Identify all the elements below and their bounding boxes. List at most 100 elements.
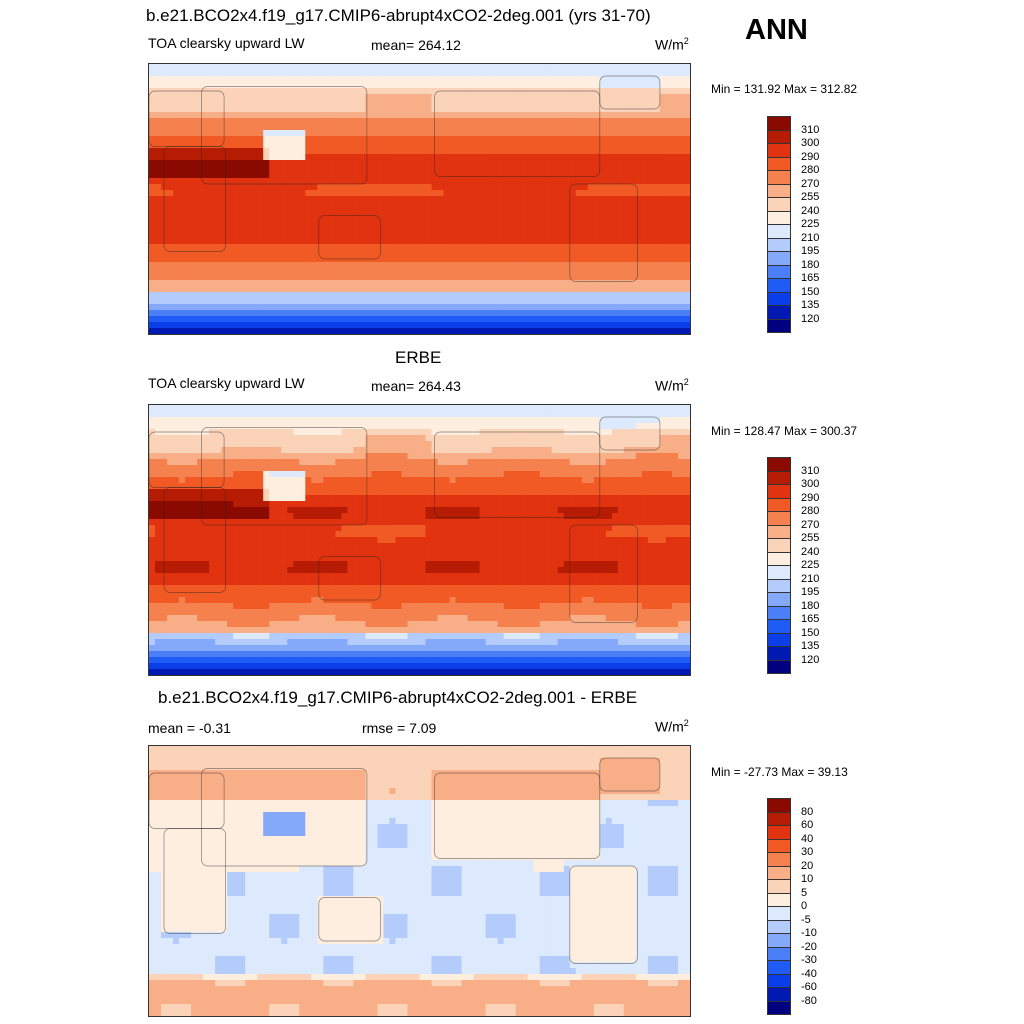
field-cell <box>179 316 186 323</box>
field-cell <box>521 304 529 311</box>
field-cell <box>569 184 577 191</box>
field-cell <box>197 262 204 269</box>
field-cell <box>263 238 270 245</box>
field-cell <box>491 172 499 179</box>
field-cell <box>413 238 421 245</box>
field-cell <box>647 453 655 460</box>
field-cell <box>179 405 186 412</box>
field-cell <box>611 274 619 281</box>
field-cell <box>389 280 397 287</box>
field-cell <box>443 166 451 173</box>
field-cell <box>623 184 631 191</box>
field-cell <box>575 459 583 466</box>
field-cell <box>377 88 385 95</box>
field-cell <box>377 274 385 281</box>
field-cell <box>347 435 354 442</box>
field-cell <box>575 435 583 442</box>
field-cell <box>167 220 174 227</box>
field-cell <box>191 274 198 281</box>
field-cell <box>251 136 258 143</box>
field-cell <box>209 286 216 293</box>
field-cell <box>203 124 210 131</box>
field-cell <box>221 316 228 323</box>
field-cell <box>473 262 481 269</box>
field-cell <box>251 262 258 269</box>
field-cell <box>305 76 312 83</box>
field-cell <box>197 148 204 155</box>
field-cell <box>227 100 234 107</box>
field-cell <box>497 244 505 251</box>
field-cell <box>287 142 294 149</box>
field-cell <box>293 184 300 191</box>
field-cell <box>221 304 228 311</box>
field-cell <box>185 441 192 448</box>
field-cell <box>179 106 186 113</box>
field-cell <box>353 100 360 107</box>
field-cell <box>257 417 264 424</box>
field-cell <box>473 64 481 71</box>
field-cell <box>353 142 360 149</box>
field-cell <box>365 112 373 119</box>
field-cell <box>641 112 649 119</box>
field-cell <box>425 112 433 119</box>
field-cell <box>503 238 511 245</box>
field-cell <box>311 292 318 299</box>
field-cell <box>635 214 643 221</box>
field-cell <box>365 100 373 107</box>
field-cell <box>557 82 565 89</box>
field-cell <box>641 130 649 137</box>
field-cell <box>197 417 204 424</box>
field-cell <box>299 166 306 173</box>
field-cell <box>425 118 433 125</box>
field-cell <box>413 160 421 167</box>
field-cell <box>683 298 690 305</box>
field-cell <box>413 70 421 77</box>
field-cell <box>557 447 565 454</box>
field-cell <box>293 268 300 275</box>
field-cell <box>401 94 409 101</box>
field-cell <box>563 280 571 287</box>
field-cell <box>425 274 433 281</box>
field-cell <box>671 268 679 275</box>
field-cell <box>215 238 222 245</box>
field-cell <box>287 328 294 334</box>
field-cell <box>305 298 312 305</box>
field-cell <box>539 190 547 197</box>
field-cell <box>203 280 210 287</box>
field-cell <box>581 298 589 305</box>
field-cell <box>677 154 685 161</box>
field-cell <box>323 142 330 149</box>
field-cell <box>389 429 397 436</box>
field-cell <box>413 118 421 125</box>
field-cell <box>239 226 246 233</box>
field-cell <box>569 310 577 317</box>
field-cell <box>533 142 541 149</box>
field-cell <box>587 256 595 263</box>
field-cell <box>161 136 168 143</box>
field-cell <box>323 441 330 448</box>
field-cell <box>359 316 366 323</box>
field-cell <box>611 208 619 215</box>
field-cell <box>335 124 342 131</box>
field-cell <box>473 130 481 137</box>
field-cell <box>269 262 276 269</box>
field-cell <box>215 411 222 418</box>
field-cell <box>443 322 451 329</box>
field-cell <box>263 106 270 113</box>
field-cell <box>281 106 288 113</box>
field-cell <box>281 178 288 185</box>
field-cell <box>233 100 240 107</box>
field-cell <box>485 160 493 167</box>
field-cell <box>623 160 631 167</box>
field-cell <box>317 250 324 257</box>
field-cell <box>599 76 607 83</box>
field-cell <box>185 304 192 311</box>
field-cell <box>485 76 493 83</box>
field-cell <box>215 112 222 119</box>
field-cell <box>329 166 336 173</box>
field-cell <box>299 429 306 436</box>
field-cell <box>635 148 643 155</box>
field-cell <box>599 64 607 71</box>
field-cell <box>653 244 661 251</box>
field-cell <box>635 220 643 227</box>
